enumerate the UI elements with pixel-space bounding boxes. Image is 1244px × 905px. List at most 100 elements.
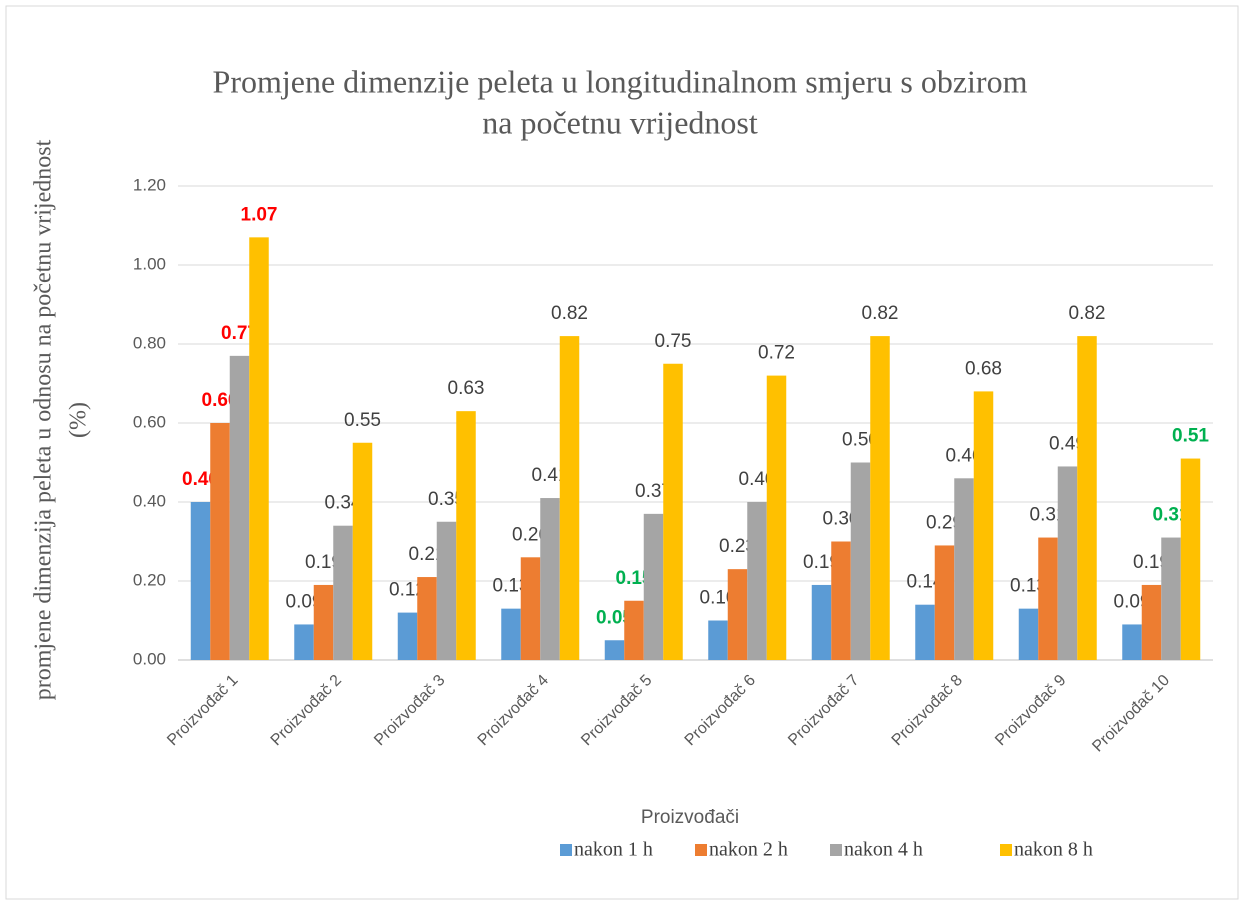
data-label: 0.12 (389, 580, 426, 601)
data-label: 0.40 (739, 469, 776, 490)
data-label: 0.23 (719, 536, 756, 557)
bar (1161, 537, 1181, 660)
data-label: 0.77 (221, 323, 258, 344)
legend-swatch (830, 844, 842, 856)
y-tick-label: 0.20 (133, 570, 166, 589)
y-tick-label: 0.40 (133, 491, 166, 510)
data-label: 0.13 (1010, 576, 1047, 597)
legend-label: nakon 4 h (844, 839, 923, 861)
data-label: 0.19 (1133, 552, 1170, 573)
legend-label: nakon 2 h (709, 839, 788, 861)
chart-title: Promjene dimenzije peleta u longitudinal… (213, 63, 1028, 99)
bar (850, 462, 871, 660)
data-label: 0.29 (926, 512, 963, 533)
chart-title: na početnu vrijednost (482, 104, 758, 140)
bar (456, 411, 476, 660)
bar (1018, 608, 1039, 660)
data-label: 0.19 (305, 552, 342, 573)
bar (766, 375, 787, 660)
data-label: 0.50 (842, 430, 879, 451)
bar (663, 363, 683, 660)
bar (294, 624, 314, 660)
data-label: 0.75 (655, 331, 692, 352)
bar (1141, 584, 1162, 660)
data-label: 0.21 (409, 544, 446, 565)
bar (1180, 458, 1201, 660)
bar (540, 498, 560, 660)
bar (417, 577, 437, 660)
x-axis-label: Proizvođači (641, 807, 739, 828)
bar (1057, 466, 1078, 660)
bar (643, 513, 664, 660)
bar (436, 521, 457, 660)
bar (624, 600, 644, 660)
data-label: 0.13 (493, 576, 530, 597)
bar (352, 442, 373, 660)
data-label: 0.72 (758, 343, 795, 364)
bar (520, 557, 541, 660)
bar (559, 336, 580, 660)
bar (727, 569, 748, 660)
y-axis-label: promjene dimenzija peleta u odnosu na po… (31, 139, 57, 700)
data-label: 0.09 (1114, 591, 1151, 612)
data-label: 0.40 (182, 469, 219, 490)
y-tick-label: 1.20 (133, 175, 166, 194)
data-label: 0.10 (700, 588, 737, 609)
y-tick-label: 0.80 (133, 333, 166, 352)
data-label: 0.05 (596, 607, 633, 628)
data-label: 0.31 (1030, 505, 1067, 526)
data-label: 0.51 (1172, 426, 1209, 447)
legend-swatch (1000, 844, 1012, 856)
legend-label: nakon 8 h (1014, 839, 1093, 861)
bar (954, 478, 974, 660)
legend-swatch (560, 844, 572, 856)
bar (811, 584, 832, 660)
data-label: 0.34 (325, 493, 362, 514)
data-label: 0.82 (551, 303, 588, 324)
bar (397, 612, 418, 660)
data-label: 0.49 (1049, 433, 1086, 454)
bar (1038, 537, 1058, 660)
data-label: 0.63 (448, 378, 485, 399)
legend-swatch (695, 844, 707, 856)
data-label: 0.82 (862, 303, 899, 324)
bar (229, 355, 250, 660)
bar (708, 620, 728, 660)
data-label: 0.09 (286, 591, 323, 612)
data-label: 0.68 (965, 358, 1002, 379)
data-label: 0.14 (907, 572, 944, 593)
bar (313, 584, 334, 660)
bar (831, 541, 851, 660)
data-label: 0.26 (512, 524, 549, 545)
bar (934, 545, 955, 660)
data-label: 1.07 (241, 204, 278, 225)
bar (973, 391, 994, 660)
data-label: 0.55 (344, 410, 381, 431)
data-label: 0.41 (532, 465, 569, 486)
bar (190, 502, 211, 660)
data-label: 0.82 (1069, 303, 1106, 324)
bar (747, 502, 767, 660)
data-label: 0.35 (428, 489, 465, 510)
data-label: 0.60 (202, 390, 239, 411)
bar (1122, 624, 1142, 660)
bar (501, 608, 521, 660)
data-label: 0.15 (616, 568, 653, 589)
data-label: 0.30 (823, 509, 860, 530)
bar (604, 640, 625, 660)
data-label: 0.37 (635, 481, 672, 502)
bar (210, 423, 230, 660)
data-label: 0.19 (803, 552, 840, 573)
data-label: 0.46 (946, 445, 983, 466)
y-tick-label: 0.60 (133, 412, 166, 431)
y-tick-label: 1.00 (133, 254, 166, 273)
bar (249, 237, 269, 660)
bar (870, 336, 890, 660)
bar (1077, 336, 1097, 660)
bar (915, 604, 935, 660)
data-label: 0.31 (1153, 505, 1190, 526)
legend-label: nakon 1 h (574, 839, 653, 861)
y-axis-label: (%) (66, 402, 92, 438)
y-tick-label: 0.00 (133, 649, 166, 668)
